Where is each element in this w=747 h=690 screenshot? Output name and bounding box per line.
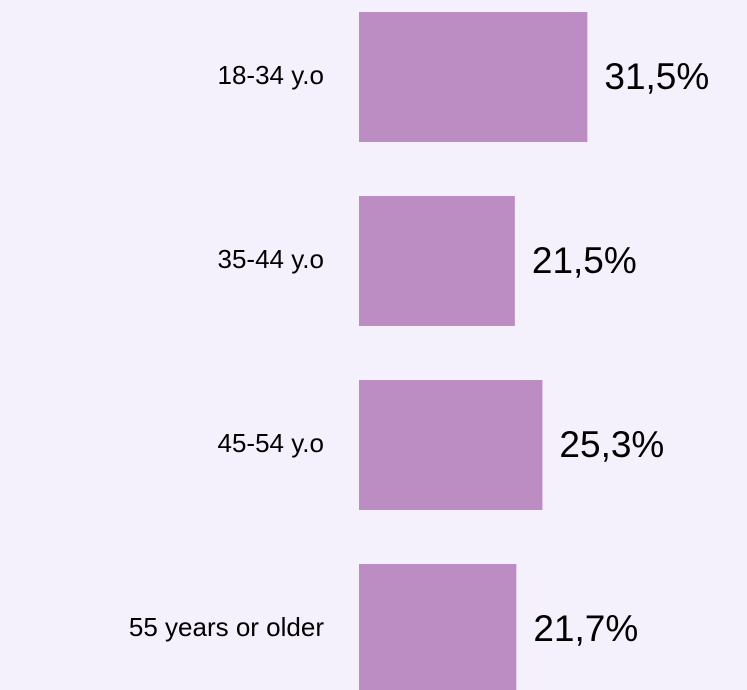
category-label: 18-34 y.o [218, 60, 324, 90]
bar [359, 564, 517, 690]
category-label: 45-54 y.o [218, 428, 324, 458]
bar [359, 12, 588, 142]
category-label: 35-44 y.o [218, 244, 324, 274]
value-label: 21,5% [532, 240, 637, 281]
value-label: 25,3% [559, 424, 664, 465]
bar [359, 196, 515, 326]
value-label: 21,7% [533, 608, 638, 649]
category-label: 55 years or older [129, 612, 324, 642]
value-label: 31,5% [604, 56, 709, 97]
bar [359, 380, 543, 510]
